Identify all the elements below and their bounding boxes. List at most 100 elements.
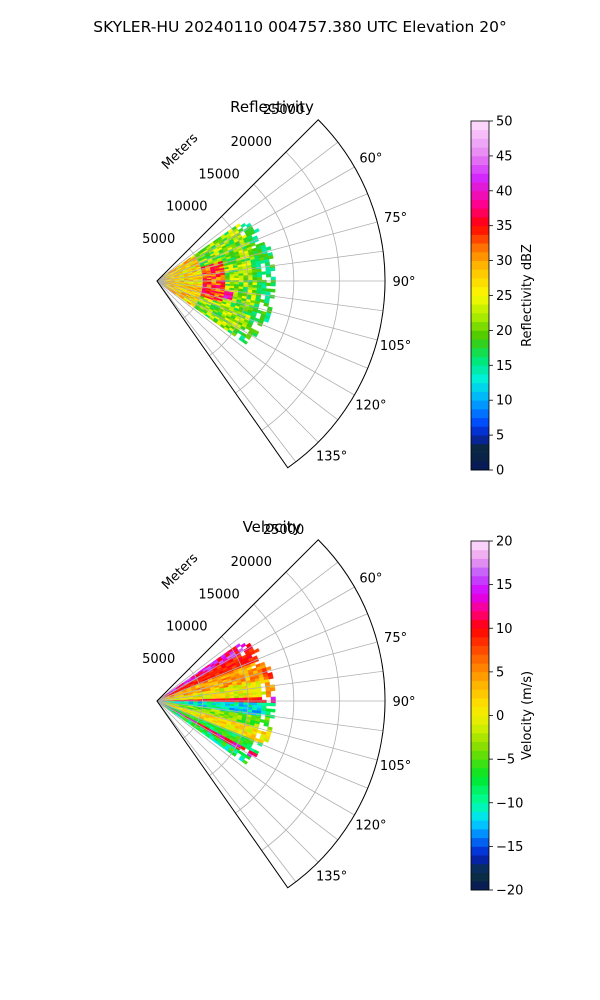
colorbar-tick-label: 40 [496,184,513,199]
data-cell [247,694,253,699]
data-cell [216,278,222,281]
azimuth-spoke [156,280,319,443]
azimuth-spoke [156,700,378,761]
azimuth-tick-label: 90° [392,695,415,710]
range-tick-label: 5000 [142,652,175,667]
data-cell [256,691,262,696]
data-cell [270,276,276,281]
range-tick-label: 5000 [142,232,175,247]
data-cell [253,228,260,234]
azimuth-spoke [156,280,297,463]
azimuth-tick-label: 120° [355,399,386,414]
colorbar-bin [471,321,489,331]
data-cell [259,679,266,684]
azimuth-tick-label: 75° [384,211,407,226]
azimuth-spoke [156,700,368,789]
data-cells [156,642,276,765]
colorbar-tick-label: 20 [496,535,513,550]
azimuth-spoke [156,280,368,369]
colorbar-bin [471,776,489,786]
sector-outline [156,539,386,889]
azimuth-spoke [156,700,384,732]
colorbar-bin [471,872,489,882]
data-cell [252,282,258,286]
colorbar-bin [471,759,489,769]
azimuth-spoke [156,250,384,282]
data-cell [211,698,217,701]
data-cell [243,275,249,279]
colorbar-bin [471,785,489,795]
colorbar-bin [471,173,489,183]
range-tick-label: 25000 [263,523,304,538]
data-cell [225,278,231,281]
data-cell [261,279,267,284]
data-cell [243,697,249,701]
range-ring [182,248,203,319]
colorbar-bin [471,828,489,839]
data-cell [247,274,253,279]
colorbar-bin [471,680,489,690]
data-cell [234,277,240,281]
colorbar-bin [471,855,489,865]
azimuth-spoke [156,561,339,702]
range-tick-label: 15000 [198,167,239,182]
azimuth-spoke [156,166,355,282]
data-cell [256,274,263,278]
data-cell [211,278,217,281]
colorbar-bin [471,147,489,157]
colorbar-bin [471,767,489,777]
data-cell [260,710,267,715]
colorbar-bin [471,190,489,200]
range-ring [235,603,295,814]
colorbar-bin [471,811,489,821]
data-cell [251,332,258,338]
data-cell [266,693,272,698]
colorbar-bin [471,671,489,681]
azimuth-spoke [156,586,355,702]
colorbar-bin [471,461,489,471]
data-cell [234,697,240,701]
azimuth-spoke [156,280,339,421]
data-cell [243,277,249,281]
azimuth-spoke [156,221,378,282]
data-cell [238,275,244,279]
data-cell [265,270,272,275]
data-cell [270,282,276,287]
azimuth-spoke [156,193,368,282]
colorbar-bin [471,820,489,830]
azimuth-tick-label: 105° [380,339,411,354]
range-ring [182,668,203,739]
data-cell [251,752,258,758]
data-cell [234,275,240,279]
colorbar-bin [471,750,489,760]
data-cell [245,754,252,761]
colorbar: −20 −15 −10 −5 0 5 10 15 20 Velocity (m/s) [470,535,535,899]
data-cell [252,694,258,698]
colorbar-bin [471,243,489,253]
colorbar-label: Reflectivity dBZ [520,244,535,347]
colorbar-bin [471,138,489,148]
azimuth-spoke [156,280,355,396]
colorbar-bin [471,234,489,244]
colorbar-bin [471,304,489,314]
data-cell [270,687,276,692]
colorbar-bin [471,269,489,279]
colorbar-bin [471,863,489,873]
colorbar-bin [471,356,489,366]
azimuth-spoke [156,641,378,702]
data-cell [270,288,276,293]
colorbar-tick-label: 0 [496,709,504,724]
data-cell [243,702,249,706]
colorbar-bin [471,121,489,131]
data-cell [261,699,267,704]
panel-title: Velocity [243,518,302,536]
colorbar-tick-label: 50 [496,115,513,130]
data-cell [259,259,266,264]
data-cell [270,702,276,707]
colorbar-tick-label: −20 [496,884,523,899]
colorbar-tick-label: −10 [496,796,523,811]
data-cell [257,697,263,701]
data-cell [268,675,274,680]
range-tick-label: 10000 [166,200,207,215]
data-cell [247,699,253,703]
